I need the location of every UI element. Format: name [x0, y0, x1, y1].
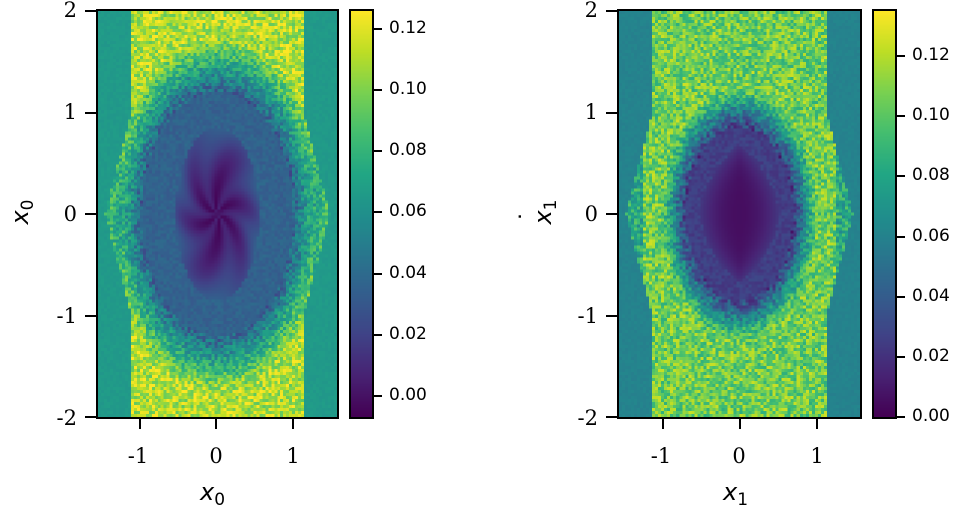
- ytick: [606, 416, 618, 418]
- ytick: [606, 213, 618, 215]
- ytick: [85, 10, 97, 12]
- xlabel-symbol: x: [723, 478, 738, 506]
- colorbar-tick: [374, 333, 382, 336]
- left-ylabel: x0: [6, 182, 38, 242]
- colorbar-tick: [374, 28, 382, 31]
- colorbar-tick: [374, 394, 382, 397]
- colorbar-tick: [897, 355, 905, 358]
- colorbar-tick-label: 0.00: [389, 384, 427, 405]
- xlabel-subscript: 0: [214, 490, 226, 510]
- right-heatmap: [619, 11, 860, 417]
- xtick-label: 0: [732, 444, 746, 468]
- colorbar-tick-label: 0.12: [912, 45, 950, 66]
- ytick-label: -2: [577, 406, 598, 430]
- ylabel-subscript: 0: [18, 199, 38, 211]
- ylabel-symbol: x: [529, 210, 557, 224]
- colorbar-tick: [897, 175, 905, 178]
- ytick-label: 0: [63, 202, 77, 226]
- xtick: [215, 419, 217, 429]
- xtick-label: -1: [127, 444, 149, 468]
- colorbar-tick: [374, 272, 382, 275]
- xtick: [139, 419, 141, 429]
- colorbar-tick-label: 0.06: [389, 201, 427, 222]
- ytick: [85, 112, 97, 114]
- colorbar-tick-label: 0.00: [912, 406, 950, 426]
- right-xlabel: x1: [723, 478, 748, 510]
- ytick-label: 2: [584, 0, 598, 22]
- colorbar-tick: [897, 115, 905, 118]
- colorbar-tick-label: 0.04: [389, 262, 427, 283]
- colorbar-tick-label: 0.08: [389, 140, 427, 161]
- ytick-label: 2: [63, 0, 77, 22]
- left-colorbar: [349, 9, 374, 419]
- ytick-label: 0: [584, 202, 598, 226]
- xtick-label: 1: [810, 444, 824, 468]
- xlabel-symbol: x: [200, 478, 215, 506]
- left-heatmap: [98, 11, 337, 417]
- colorbar-tick-label: 0.10: [912, 105, 950, 126]
- xtick: [816, 419, 818, 429]
- colorbar-tick: [897, 55, 905, 58]
- ytick-label: 1: [63, 100, 77, 124]
- right-heatmap-axes: [617, 9, 862, 419]
- ytick-label: -2: [56, 406, 77, 430]
- left-colorbar-gradient: [351, 11, 372, 417]
- colorbar-tick-label: 0.12: [389, 18, 427, 39]
- xtick: [292, 419, 294, 429]
- ytick: [606, 112, 618, 114]
- ytick: [606, 10, 618, 12]
- colorbar-tick: [897, 295, 905, 298]
- xtick: [662, 419, 664, 429]
- colorbar-tick-label: 0.02: [912, 345, 950, 366]
- colorbar-tick-label: 0.04: [912, 285, 950, 306]
- colorbar-tick-label: 0.08: [912, 165, 950, 186]
- colorbar-tick: [374, 89, 382, 92]
- ytick-label: -1: [56, 304, 77, 328]
- left-xlabel: x0: [200, 478, 225, 510]
- xlabel-subscript: 1: [737, 490, 749, 510]
- ytick-label: -1: [577, 304, 598, 328]
- colorbar-tick: [374, 211, 382, 214]
- ytick: [85, 416, 97, 418]
- colorbar-tick: [897, 416, 905, 418]
- colorbar-tick-label: 0.02: [389, 323, 427, 344]
- xtick-label: 0: [209, 444, 223, 468]
- ytick: [85, 315, 97, 317]
- xtick: [739, 419, 741, 429]
- right-colorbar: [872, 9, 897, 419]
- xtick-label: -1: [650, 444, 672, 468]
- ytick: [606, 315, 618, 317]
- colorbar-tick-label: 0.06: [912, 225, 950, 246]
- ylabel-symbol: x: [6, 210, 34, 224]
- xtick-label: 1: [286, 444, 300, 468]
- ytick-label: 1: [584, 100, 598, 124]
- colorbar-tick-label: 0.10: [389, 79, 427, 100]
- colorbar-tick: [374, 150, 382, 153]
- left-heatmap-axes: [96, 9, 339, 419]
- right-colorbar-gradient: [874, 11, 895, 417]
- ytick: [85, 213, 97, 215]
- colorbar-tick: [897, 235, 905, 238]
- right-ylabel: x1: [529, 182, 561, 242]
